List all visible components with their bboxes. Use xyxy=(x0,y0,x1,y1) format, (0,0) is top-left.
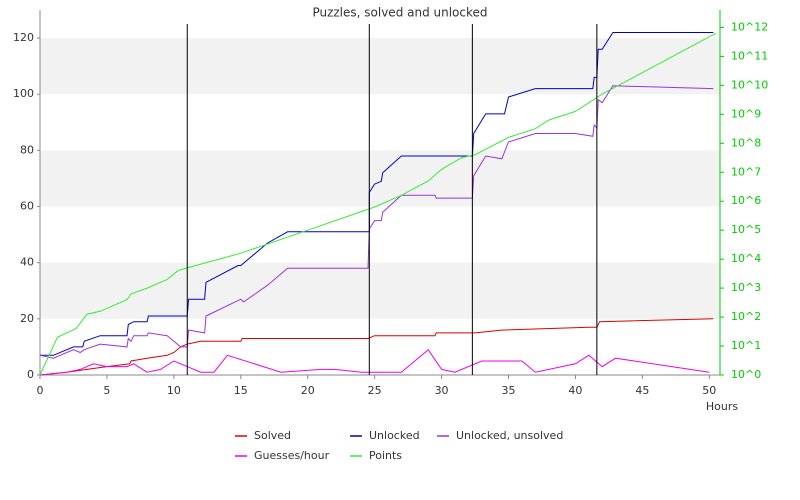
x-axis-label: Hours xyxy=(706,400,738,413)
y-tick-label: 0 xyxy=(27,368,34,381)
x-tick-label: 10 xyxy=(167,384,181,397)
x-tick-label: 20 xyxy=(301,384,315,397)
legend-label: Unlocked xyxy=(369,429,420,442)
y2-tick-label: 10^7 xyxy=(731,165,761,178)
y-tick-label: 40 xyxy=(20,256,34,269)
y2-tick-label: 10^10 xyxy=(731,78,768,91)
y-tick-label: 60 xyxy=(20,200,34,213)
x-tick-label: 30 xyxy=(435,384,449,397)
grid-band xyxy=(40,150,720,207)
x-tick-label: 50 xyxy=(702,384,716,397)
x-tick-label: 0 xyxy=(37,384,44,397)
y2-tick-label: 10^8 xyxy=(731,136,761,149)
series-line xyxy=(39,32,717,376)
x-tick-label: 40 xyxy=(568,384,582,397)
chart-title: Puzzles, solved and unlocked xyxy=(312,6,487,20)
x-tick-label: 25 xyxy=(368,384,382,397)
y2-tick-label: 10^1 xyxy=(731,339,761,352)
series-line xyxy=(39,85,714,359)
y2-tick-label: 10^4 xyxy=(731,252,761,265)
y2-tick-label: 10^9 xyxy=(731,107,761,120)
legend-label: Solved xyxy=(254,429,291,442)
y2-tick-label: 10^3 xyxy=(731,281,761,294)
x-tick-label: 35 xyxy=(502,384,516,397)
grid-band xyxy=(40,38,720,95)
legend-label: Unlocked, unsolved xyxy=(456,429,563,442)
y-tick-label: 100 xyxy=(13,87,34,100)
y2-tick-label: 10^0 xyxy=(731,368,761,381)
y2-tick-label: 10^5 xyxy=(731,223,761,236)
y2-tick-label: 10^11 xyxy=(731,49,768,62)
y2-tick-label: 10^2 xyxy=(731,310,761,323)
y2-tick-label: 10^6 xyxy=(731,194,761,207)
legend-label: Guesses/hour xyxy=(254,449,330,462)
y-tick-label: 120 xyxy=(13,31,34,44)
y-tick-label: 80 xyxy=(20,143,34,156)
x-tick-label: 5 xyxy=(103,384,110,397)
series-line xyxy=(40,32,714,356)
x-tick-label: 15 xyxy=(234,384,248,397)
series-line xyxy=(39,348,710,376)
legend-label: Points xyxy=(369,449,402,462)
series-line xyxy=(39,318,714,376)
y-tick-label: 20 xyxy=(20,312,34,325)
y2-tick-label: 10^12 xyxy=(731,20,768,33)
grid-band xyxy=(40,262,720,319)
x-tick-label: 45 xyxy=(635,384,649,397)
